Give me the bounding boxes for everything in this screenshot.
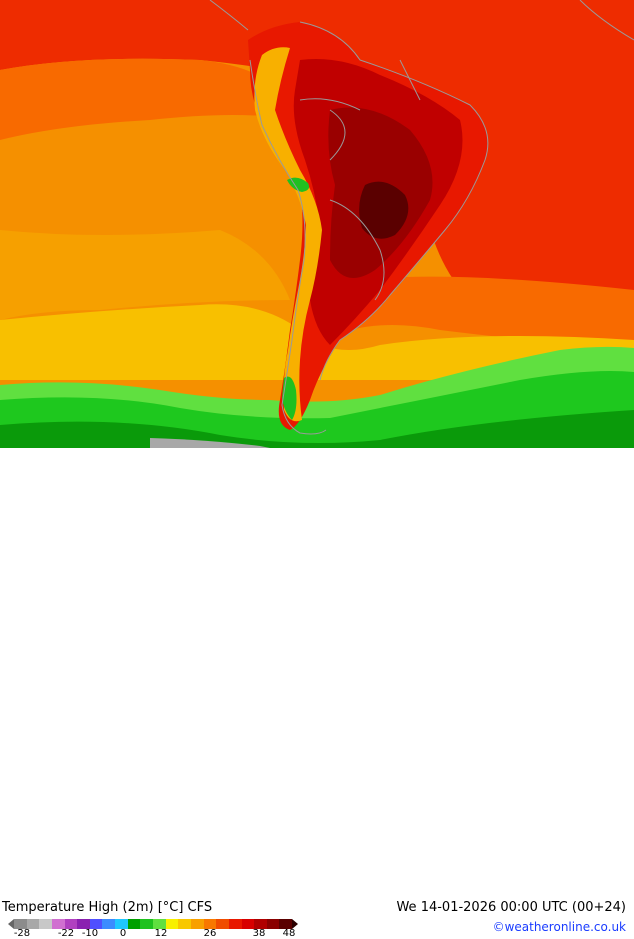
map-andes-strip [254, 47, 322, 422]
valid-datetime: We 14-01-2026 00:00 UTC (00+24) [396, 900, 626, 915]
map-antarctic-coast [150, 438, 270, 448]
map-footer: Temperature High (2m) [°C] CFS We 14-01-… [0, 448, 634, 939]
legend-tick: 48 [282, 928, 296, 939]
map-coastline-east [299, 21, 489, 381]
legend-tick: -22 [57, 928, 75, 939]
legend-tick: -28 [13, 928, 31, 939]
map-continent-hottest [359, 181, 409, 239]
legend-swatch [241, 919, 255, 929]
legend-swatch [89, 919, 103, 929]
map-andes-cool [282, 376, 297, 420]
color-legend: -28 -22 -10 0 12 26 38 48 [8, 919, 298, 939]
map-east-atlantic-mid [350, 276, 634, 350]
legend-tick: 38 [252, 928, 266, 939]
legend-swatch [51, 919, 65, 929]
temperature-map [0, 0, 634, 448]
map-border-north [579, 0, 634, 41]
legend-swatch [14, 919, 27, 929]
map-border-4 [299, 98, 361, 111]
legend-swatch [254, 919, 267, 929]
map-border-central-am [209, 0, 249, 31]
legend-swatch [178, 919, 191, 929]
map-pacific-mild [0, 230, 290, 320]
map-border-3 [399, 59, 421, 101]
legend-swatch [228, 919, 242, 929]
map-title: Temperature High (2m) [°C] CFS [2, 900, 213, 915]
legend-tick: 12 [154, 928, 168, 939]
legend-swatch [266, 919, 280, 929]
legend-swatch [203, 919, 217, 929]
legend-arrow-right-icon [292, 919, 298, 929]
legend-swatch [39, 919, 52, 929]
credit-link[interactable]: ©weatheronline.co.uk [492, 920, 626, 934]
legend-tick: -10 [81, 928, 99, 939]
legend-swatch [216, 919, 229, 929]
map-border-1 [329, 109, 346, 161]
legend-swatch [26, 919, 40, 929]
legend-swatch [127, 919, 141, 929]
legend-swatch [190, 919, 204, 929]
legend-swatch [279, 919, 293, 929]
legend-swatch [165, 919, 179, 929]
legend-swatch [153, 919, 166, 929]
legend-tick: 0 [119, 928, 127, 939]
legend-colorbar [14, 919, 293, 929]
map-north-warm [0, 58, 300, 140]
map-borders [209, 0, 634, 435]
legend-tick: 26 [203, 928, 217, 939]
legend-swatch [64, 919, 78, 929]
legend-swatch [102, 919, 116, 929]
map-border-2 [329, 199, 385, 301]
legend-swatch [140, 919, 154, 929]
map-south-mild [0, 304, 634, 380]
legend-swatch [77, 919, 90, 929]
legend-swatch [115, 919, 128, 929]
map-coastline-west [249, 59, 327, 435]
